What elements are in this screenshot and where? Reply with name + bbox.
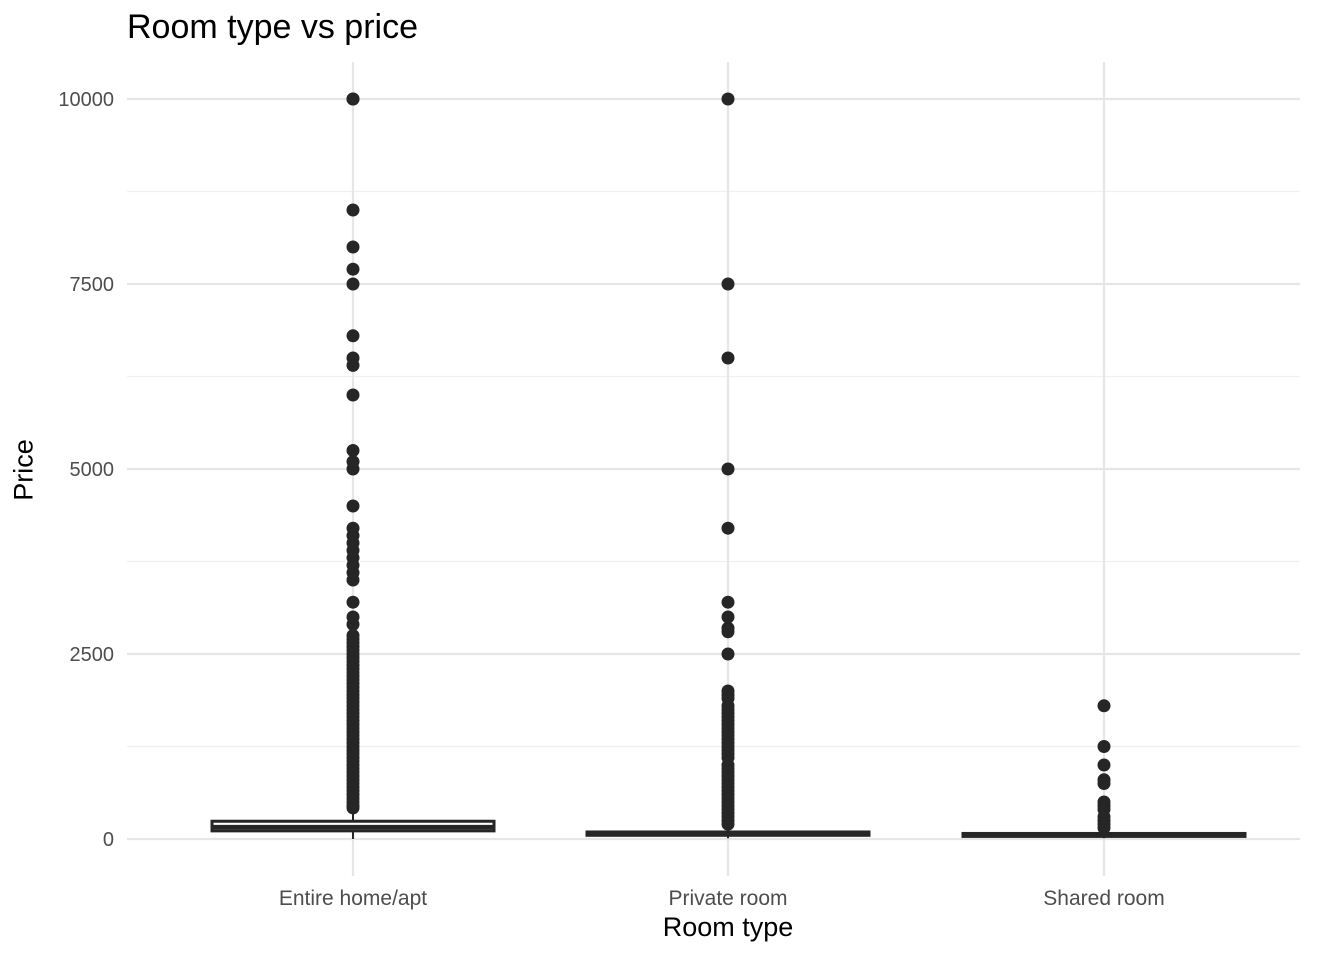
outlier-point	[346, 262, 360, 276]
x-tick-label: Shared room	[1043, 887, 1164, 910]
outlier-point	[346, 388, 360, 402]
chart-title: Room type vs price	[127, 8, 418, 46]
outlier-point	[346, 801, 360, 815]
outlier-point	[346, 203, 360, 217]
outlier-point	[1097, 699, 1111, 713]
outlier-point	[346, 329, 360, 343]
outlier-point	[346, 444, 360, 457]
outlier-point	[346, 358, 360, 372]
y-tick-label: 7500	[70, 274, 115, 296]
outlier-point	[721, 625, 735, 639]
outlier-point	[346, 617, 360, 631]
outlier-point	[721, 92, 735, 106]
outlier-point	[721, 521, 735, 535]
x-tick-label: Private room	[668, 887, 787, 910]
outlier-point	[1097, 777, 1111, 790]
outlier-point	[1097, 821, 1111, 835]
outlier-point	[346, 240, 360, 254]
x-axis-title: Room type	[662, 912, 794, 942]
outlier-point	[721, 351, 735, 365]
x-tick-label: Entire home/apt	[279, 887, 427, 910]
outlier-point	[1097, 758, 1111, 772]
outlier-point	[721, 462, 735, 476]
outlier-point	[721, 817, 735, 831]
outlier-point	[346, 277, 360, 291]
y-tick-label: 5000	[70, 459, 115, 481]
outlier-point	[721, 277, 735, 291]
outlier-point	[721, 595, 735, 609]
outlier-point	[721, 610, 735, 624]
outlier-point	[346, 573, 360, 587]
outlier-point	[346, 92, 360, 106]
outlier-point	[721, 647, 735, 661]
y-axis-title: Price	[8, 439, 39, 501]
y-tick-label: 0	[103, 829, 114, 851]
outlier-point	[346, 462, 360, 476]
outlier-point	[1097, 740, 1111, 753]
y-tick-label: 10000	[58, 89, 114, 111]
y-tick-label: 2500	[70, 644, 115, 666]
outlier-point	[346, 595, 360, 609]
outlier-point	[346, 499, 360, 513]
